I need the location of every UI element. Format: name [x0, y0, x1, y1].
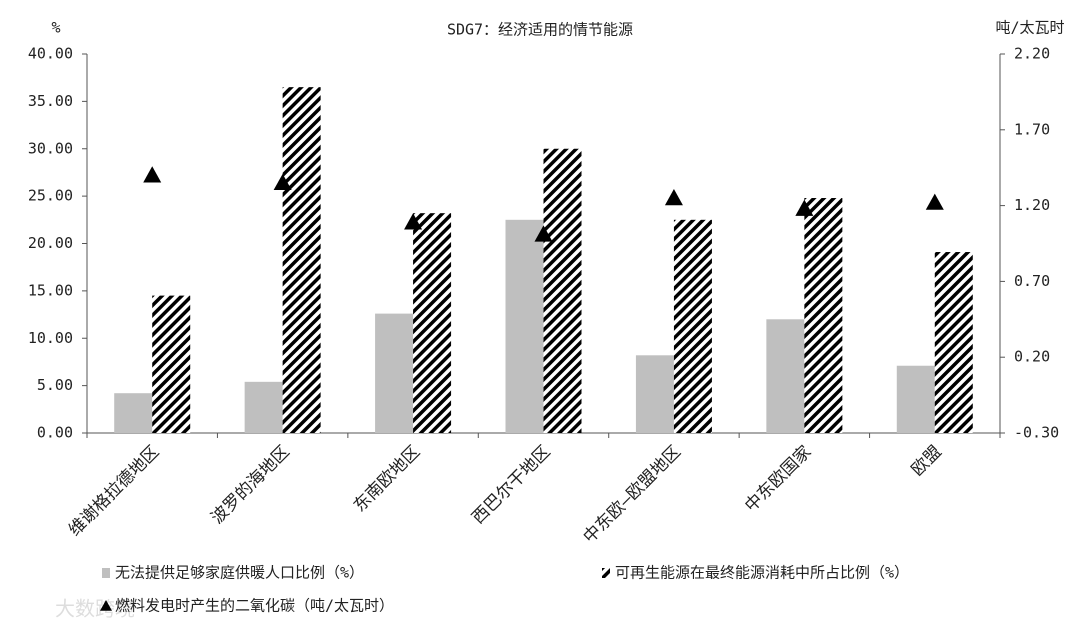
bar [804, 198, 843, 433]
legend-swatch [102, 568, 110, 578]
marker [273, 173, 292, 191]
y-tick-label: 35.00 [28, 92, 73, 110]
legend-label: 无法提供足够家庭供暖人口比例（%） [115, 564, 364, 582]
y2-axis-label: 吨/太瓦时 [995, 19, 1064, 37]
legend-swatch [602, 568, 610, 578]
y2-tick-label: 1.20 [1014, 196, 1050, 214]
bar [896, 365, 935, 433]
bar [766, 319, 805, 433]
legend-label: 可再生能源在最终能源消耗中所占比例（%） [615, 564, 909, 582]
legend-label: 燃料发电时产生的二氧化碳（吨/太瓦时） [115, 597, 394, 615]
y-tick-label: 30.00 [28, 139, 73, 157]
legend-swatch [100, 600, 112, 611]
marker [664, 189, 683, 206]
bar [114, 393, 153, 433]
bar [244, 381, 283, 433]
bar [543, 148, 582, 433]
bar [635, 355, 674, 433]
bar [934, 252, 973, 433]
marker [795, 199, 814, 216]
marker [534, 225, 553, 242]
x-tick-label: 东南欧地区 [350, 442, 424, 516]
bar [375, 313, 414, 433]
y2-tick-label: -0.30 [1014, 424, 1059, 442]
x-tick-label: 中东欧国家 [741, 442, 815, 516]
y-tick-label: 0.00 [37, 424, 73, 442]
x-tick-label: 欧盟 [908, 442, 946, 480]
bar [505, 219, 544, 433]
bar [282, 87, 321, 433]
x-tick-label: 中东欧—欧盟地区 [579, 442, 685, 548]
marker [925, 193, 944, 210]
y-tick-label: 40.00 [28, 45, 73, 63]
marker [143, 166, 162, 183]
y-tick-label: 20.00 [28, 234, 73, 252]
y-axis-label: % [51, 19, 60, 37]
x-tick-label: 波罗的海地区 [207, 442, 293, 528]
y-tick-label: 15.00 [28, 281, 73, 299]
chart-title: SDG7：经济适用的情节能源 [447, 21, 633, 39]
y2-tick-label: 2.20 [1014, 45, 1050, 63]
y2-tick-label: 0.20 [1014, 348, 1050, 366]
bar [152, 295, 191, 433]
bar [673, 219, 712, 433]
marker [404, 213, 423, 230]
y2-tick-label: 1.70 [1014, 120, 1050, 138]
y-tick-label: 10.00 [28, 329, 73, 347]
y-tick-label: 25.00 [28, 187, 73, 205]
x-tick-label: 西巴尔干地区 [468, 442, 554, 528]
x-tick-label: 维谢格拉德地区 [65, 442, 163, 540]
bar [413, 213, 452, 433]
y-tick-label: 5.00 [37, 376, 73, 394]
y2-tick-label: 0.70 [1014, 272, 1050, 290]
watermark: 大数跨境 [55, 597, 135, 621]
